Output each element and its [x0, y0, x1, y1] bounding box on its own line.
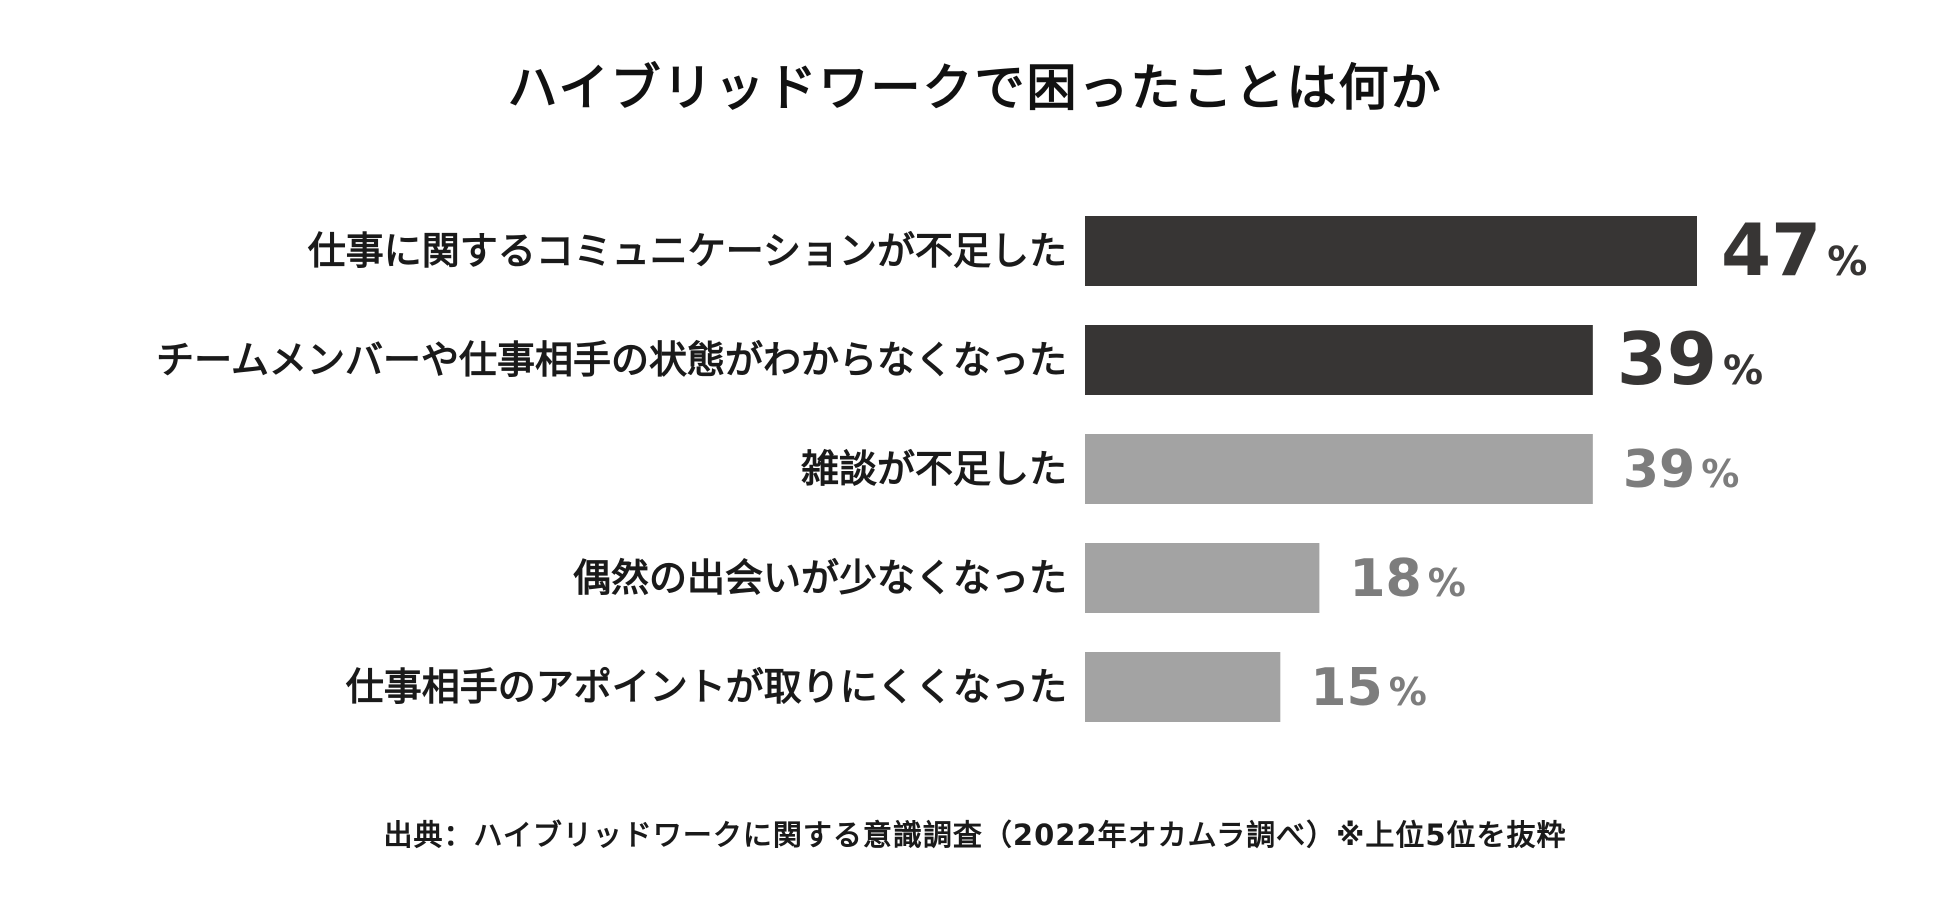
value-number: 15	[1310, 658, 1382, 718]
value-label: 47%	[1721, 208, 1867, 292]
value-label: 39%	[1617, 317, 1763, 401]
category-label: チームメンバーや仕事相手の状態がわからなくなった	[156, 338, 1067, 382]
category-label: 仕事相手のアポイントが取りにくくなった	[346, 665, 1067, 709]
value-label: 15%	[1310, 658, 1426, 718]
value-number: 39	[1623, 440, 1695, 500]
value-number: 39	[1617, 317, 1717, 401]
value-unit: %	[1428, 561, 1466, 605]
value-unit: %	[1701, 452, 1739, 496]
bars	[1085, 216, 1697, 722]
bar	[1085, 543, 1320, 613]
value-unit: %	[1827, 239, 1867, 285]
bar	[1085, 325, 1593, 395]
category-labels: 仕事に関するコミュニケーションが不足したチームメンバーや仕事相手の状態がわからな…	[156, 229, 1067, 709]
category-label: 雑談が不足した	[800, 447, 1067, 491]
value-unit: %	[1723, 348, 1763, 394]
value-number: 18	[1349, 549, 1421, 609]
value-labels: 47 %39 %39 %18 %15%	[1310, 208, 1867, 718]
category-label: 偶然の出会いが少なくなった	[573, 556, 1067, 600]
source-note: 出典：ハイブリッドワークに関する意識調査（2022年オカムラ調べ）※上位5位を抜…	[383, 818, 1567, 852]
chart-title: ハイブリッドワークで困ったことは何か	[507, 59, 1443, 117]
value-label: 18%	[1349, 549, 1465, 609]
value-unit: %	[1389, 670, 1427, 714]
category-label: 仕事に関するコミュニケーションが不足した	[308, 229, 1067, 273]
bar	[1085, 216, 1697, 286]
bar	[1085, 434, 1593, 504]
value-label: 39%	[1623, 440, 1739, 500]
bar	[1085, 652, 1281, 722]
value-number: 47	[1721, 208, 1821, 292]
